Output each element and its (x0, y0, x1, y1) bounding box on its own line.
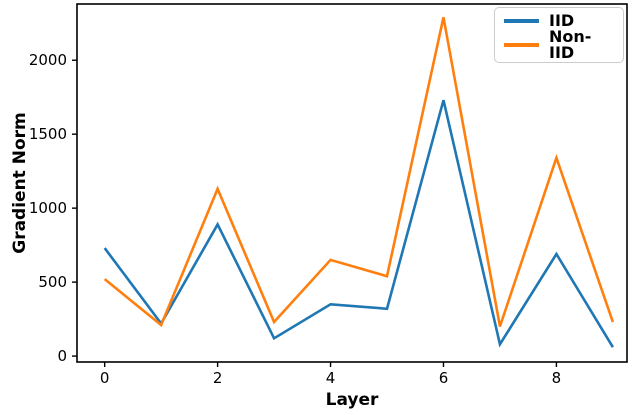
y-tick-label: 500 (38, 273, 67, 291)
x-axis-title: Layer (325, 390, 379, 410)
y-axis-title: Gradient Norm (10, 112, 30, 254)
legend-item-iid: IID (504, 13, 614, 29)
legend-line-swatch-non-iid (504, 43, 539, 47)
legend-item-non-iid: Non-IID (504, 29, 614, 61)
x-tick-label: 0 (100, 369, 110, 387)
x-tick-label: 2 (213, 369, 223, 387)
legend-label-iid: IID (549, 11, 575, 30)
y-tick-label: 2000 (29, 51, 67, 69)
plot-frame (76, 3, 628, 363)
legend: IID Non-IID (494, 7, 624, 63)
legend-label-non-iid: Non-IID (549, 27, 592, 62)
y-tick-label: 0 (57, 347, 67, 365)
series-line-iid (103, 99, 614, 348)
legend-line-swatch-iid (504, 19, 539, 23)
series-line-non-iid (103, 17, 615, 328)
x-tick-label: 8 (552, 369, 562, 387)
y-tick-label: 1500 (29, 125, 67, 143)
x-tick-label: 4 (326, 369, 336, 387)
x-tick-label: 6 (439, 369, 449, 387)
y-tick-label: 1000 (29, 199, 67, 217)
